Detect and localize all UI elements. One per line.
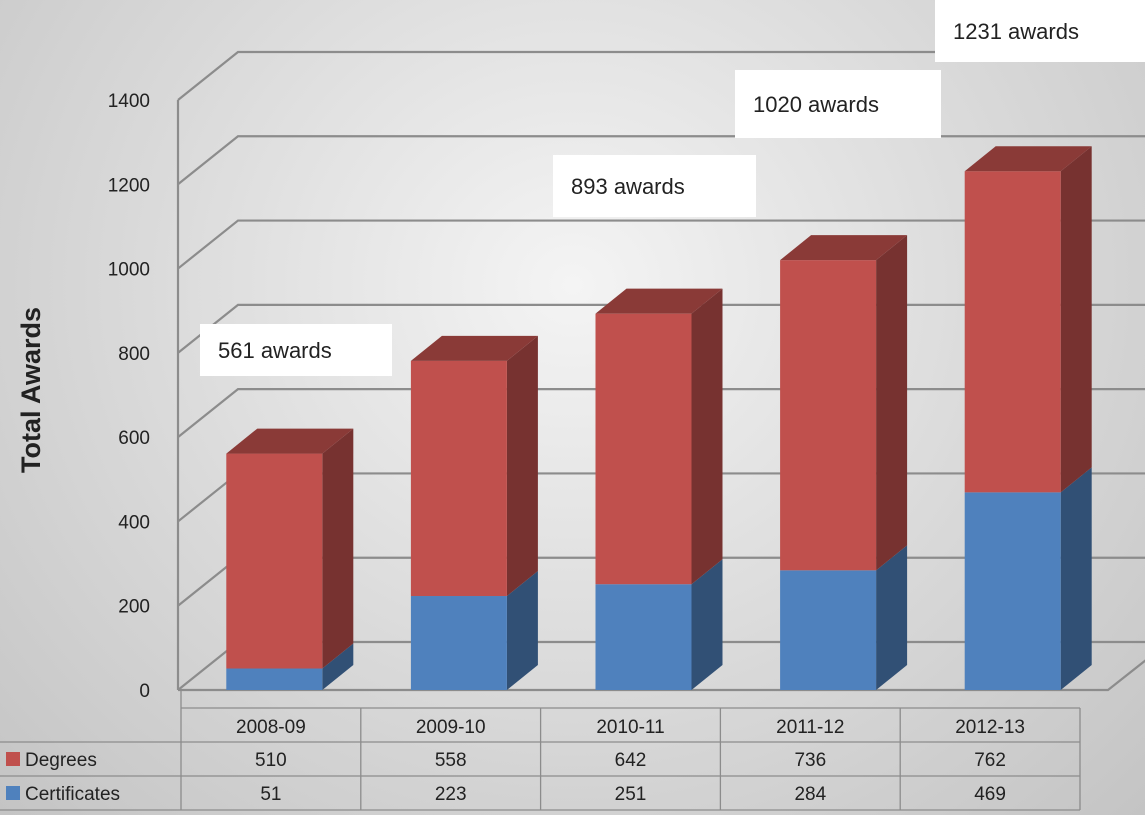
table-value: 284: [794, 784, 826, 805]
callout-text: 561 awards: [218, 338, 332, 363]
bar-front: [595, 313, 692, 585]
bar-top: [780, 235, 908, 261]
callout-box: [553, 155, 756, 217]
callout-box: [735, 70, 941, 138]
callout-2008-09: 561 awards: [200, 324, 392, 376]
callout-2012-13: 1231 awards: [935, 0, 1145, 62]
bar-side: [1060, 146, 1092, 493]
table-value: 642: [615, 750, 647, 771]
bar-top: [595, 288, 723, 314]
table-value: 762: [974, 750, 1006, 771]
data-table: 2008-09 2009-10 2010-11 2011-12 2012-13 Degre…: [0, 690, 1081, 811]
bar-degrees-2012-13: [964, 146, 1092, 493]
table-value: 51: [260, 784, 281, 805]
bar-side: [1060, 467, 1092, 690]
x-category-label: 2011-12: [776, 717, 844, 738]
callout-text: 1020 awards: [753, 92, 879, 117]
bar-side: [691, 288, 723, 585]
bar-front: [410, 360, 507, 597]
bar-top: [226, 428, 354, 454]
y-axis-label: Total Awards: [16, 307, 46, 473]
bar-top: [964, 146, 1092, 172]
bar-front: [410, 596, 507, 690]
bar-certificates-2008-09: [226, 643, 354, 690]
callout-text: 1231 awards: [953, 19, 1079, 44]
table-value: 558: [435, 750, 467, 771]
bar-certificates-2010-11: [595, 559, 723, 690]
bar-front: [780, 570, 877, 690]
y-tick-label: 1000: [108, 260, 150, 281]
bar-degrees-2011-12: [780, 235, 908, 571]
x-category-label: 2012-13: [955, 717, 1025, 738]
bar-front: [226, 453, 323, 669]
gridline: [177, 219, 1145, 270]
bar-side: [876, 235, 908, 571]
y-tick-label: 0: [139, 681, 150, 702]
legend-entry: Certificates: [25, 784, 120, 805]
y-tick-label: 400: [118, 512, 150, 533]
bar-front: [964, 492, 1061, 690]
legend-swatch: [6, 786, 20, 800]
y-tick-label: 200: [118, 597, 150, 618]
x-category-label: 2010-11: [596, 717, 664, 738]
table-value: 251: [615, 784, 647, 805]
bar-front: [964, 171, 1061, 493]
bar-certificates-2012-13: [964, 467, 1092, 690]
bar-front: [780, 260, 877, 571]
callout-2011-12: 1020 awards: [735, 70, 941, 138]
callout-text: 893 awards: [571, 174, 685, 199]
bar-side: [322, 643, 354, 690]
bar-side: [506, 571, 538, 690]
callout-2010-11: 893 awards: [553, 155, 756, 217]
chart-gridlines: [176, 50, 1145, 692]
x-category-label: 2009-10: [416, 717, 486, 738]
bar-top: [410, 335, 538, 361]
bar-degrees-2008-09: [226, 428, 354, 669]
table-value: 736: [794, 750, 826, 771]
bar-degrees-2009-10: [410, 335, 538, 597]
y-axis-ticks: 0 200 400 600 800 1000 1200 1400: [108, 91, 150, 702]
bar-side: [322, 428, 354, 669]
table-value: 223: [435, 784, 467, 805]
gridline: [177, 50, 1145, 101]
callout-box: [200, 324, 392, 376]
bar-certificates-2009-10: [410, 571, 538, 690]
bar-side: [876, 545, 908, 690]
bar-degrees-2010-11: [595, 288, 723, 585]
legend-entry: Degrees: [25, 750, 97, 771]
bar-front: [226, 668, 323, 690]
y-tick-label: 1200: [108, 175, 150, 196]
callout-box: [935, 0, 1145, 62]
y-tick-label: 1400: [108, 91, 150, 112]
total-callouts: 561 awards 893 awards 1020 awards 1231 awar…: [200, 0, 1145, 376]
chart-bars: [226, 146, 1092, 690]
x-category-label: 2008-09: [236, 717, 306, 738]
bar-front: [595, 584, 692, 690]
bar-certificates-2011-12: [780, 545, 908, 690]
table-value: 510: [255, 750, 287, 771]
table-value: 469: [974, 784, 1006, 805]
legend-swatch: [6, 752, 20, 766]
bar-side: [691, 559, 723, 690]
bar-side: [506, 335, 538, 597]
y-tick-label: 600: [118, 428, 150, 449]
y-tick-label: 800: [118, 344, 150, 365]
